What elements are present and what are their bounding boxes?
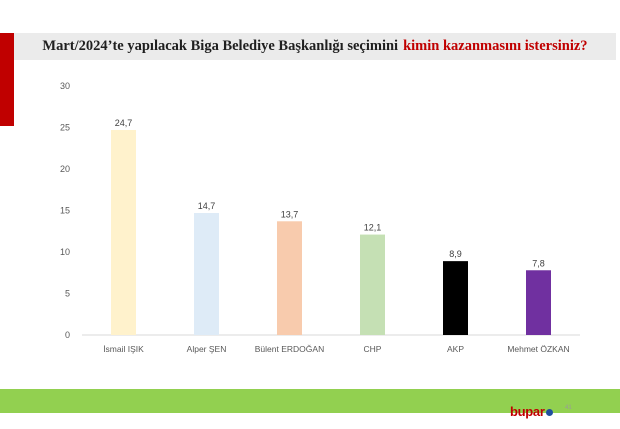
y-tick-label: 20 <box>60 164 70 174</box>
y-tick-label: 30 <box>60 81 70 91</box>
data-label: 8,9 <box>449 249 462 259</box>
bar <box>443 261 468 335</box>
accent-side-bar <box>0 33 14 126</box>
x-tick-label: AKP <box>447 344 464 354</box>
data-label: 12,1 <box>364 223 382 233</box>
bar <box>360 234 385 335</box>
x-tick-label: İsmail IŞIK <box>103 344 144 354</box>
x-tick-label: Bülent ERDOĞAN <box>255 344 324 354</box>
logo-dot-icon <box>545 409 553 417</box>
bupar-logo: bupar <box>510 404 553 419</box>
x-tick-label: CHP <box>364 344 382 354</box>
x-tick-label: Alper ŞEN <box>187 344 227 354</box>
bar <box>194 212 219 335</box>
chart-title-accent: kimin kazanmasını istersiniz? <box>403 38 588 54</box>
data-label: 24,7 <box>115 118 133 128</box>
y-tick-label: 5 <box>65 289 70 299</box>
data-label: 7,8 <box>532 258 545 268</box>
bar <box>111 129 136 335</box>
page-number: 41 <box>565 405 572 411</box>
bar <box>277 221 302 335</box>
chart-title-main: Mart/2024’te yapılacak Biga Belediye Baş… <box>42 38 399 54</box>
y-tick-label: 0 <box>65 330 70 340</box>
data-label: 13,7 <box>281 209 299 219</box>
data-label: 14,7 <box>198 201 216 211</box>
y-tick-label: 15 <box>60 206 70 216</box>
bar <box>526 270 551 335</box>
x-tick-label: Mehmet ÖZKAN <box>507 344 569 354</box>
chart-title: Mart/2024’te yapılacak Biga Belediye Baş… <box>14 33 616 60</box>
y-tick-label: 25 <box>60 123 70 133</box>
y-tick-label: 10 <box>60 247 70 257</box>
footer-band <box>0 389 620 413</box>
